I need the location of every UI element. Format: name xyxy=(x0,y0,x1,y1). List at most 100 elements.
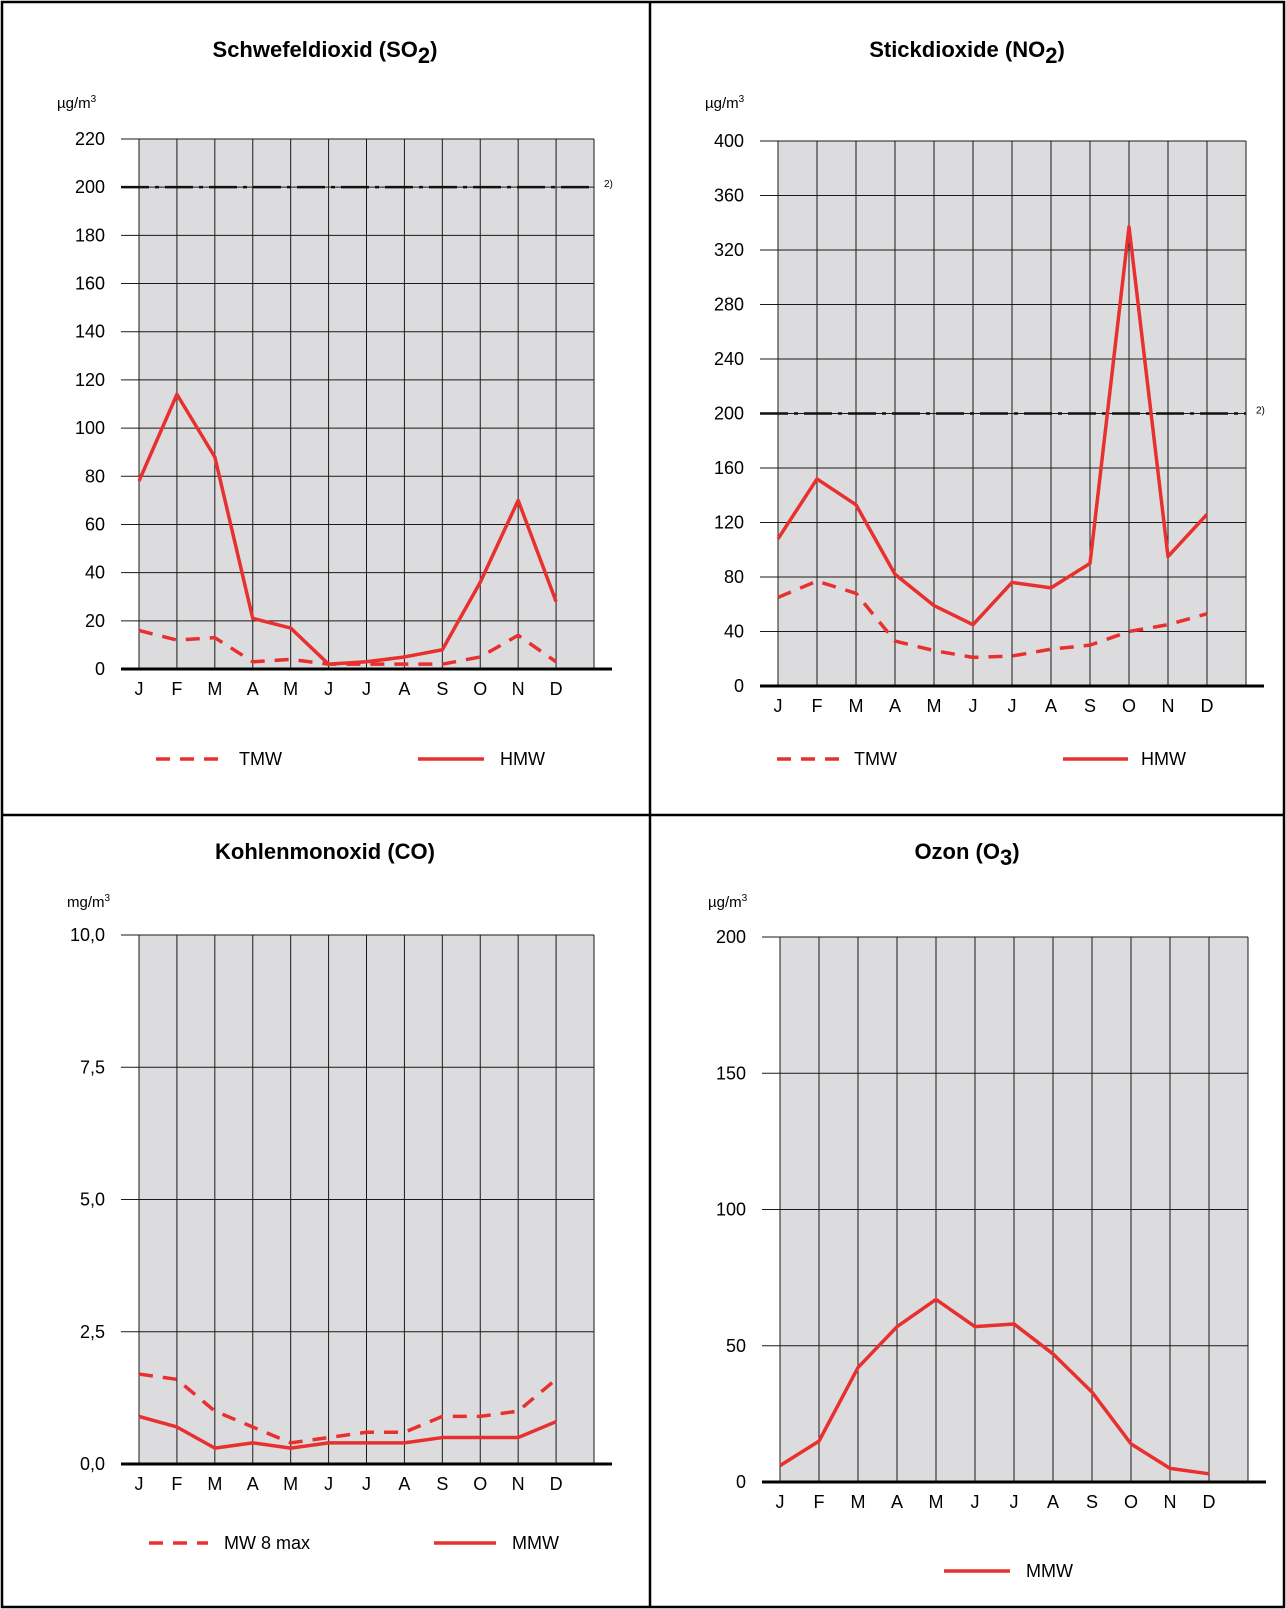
y-tick-label: 0 xyxy=(736,1472,746,1492)
y-tick-label: 140 xyxy=(75,322,105,342)
x-tick-label: A xyxy=(247,679,259,699)
chart-title-close: ) xyxy=(1057,37,1064,62)
chart-co: Kohlenmonoxid (CO) mg/m3 0,0 2,5 5,0 7,5 10,0 J… xyxy=(67,839,612,1553)
x-tick-label: J xyxy=(135,679,144,699)
x-tick-label: M xyxy=(207,1474,222,1494)
x-tick-label: J xyxy=(135,1474,144,1494)
y-axis-unit-superscript: 3 xyxy=(742,893,748,904)
y-tick-label: 7,5 xyxy=(80,1057,105,1077)
y-axis-unit-superscript: 3 xyxy=(91,94,97,105)
y-tick-label: 200 xyxy=(75,177,105,197)
chart-title-subscript: 3 xyxy=(1000,845,1012,870)
x-tick-label: A xyxy=(398,679,410,699)
limit-line-note: 2) xyxy=(1256,406,1265,417)
y-tick-label: 220 xyxy=(75,129,105,149)
x-tick-label: F xyxy=(171,1474,182,1494)
x-tick-label: D xyxy=(550,679,563,699)
y-axis-unit-superscript: 3 xyxy=(105,893,111,904)
x-tick-label: A xyxy=(1047,1492,1059,1512)
y-tick-label: 0 xyxy=(95,659,105,679)
x-tick-label: M xyxy=(283,679,298,699)
y-axis-unit: µg/m3 xyxy=(705,94,745,112)
y-tick-label: 200 xyxy=(714,404,744,424)
x-tick-label: M xyxy=(283,1474,298,1494)
y-tick-label: 180 xyxy=(75,225,105,245)
chart-no2: Stickdioxide (NO2)µg/m304080120160200240… xyxy=(705,37,1265,769)
y-tick-label: 120 xyxy=(714,513,744,533)
limit-line-note: 2) xyxy=(604,179,613,190)
chart-title-close: ) xyxy=(430,37,437,62)
y-tick-label: 0 xyxy=(734,676,744,696)
y-tick-label: 360 xyxy=(714,186,744,206)
series-line-tmw xyxy=(777,579,1208,660)
y-tick-label: 200 xyxy=(716,927,746,947)
y-tick-label: 40 xyxy=(724,622,744,642)
y-tick-label: 100 xyxy=(716,1200,746,1220)
x-tick-label: M xyxy=(851,1492,866,1512)
y-tick-label: 160 xyxy=(714,458,744,478)
x-tick-label: O xyxy=(1122,696,1136,716)
x-tick-label: M xyxy=(207,679,222,699)
y-tick-label: 20 xyxy=(85,611,105,631)
legend-label: MW 8 max xyxy=(224,1533,310,1553)
x-tick-label: F xyxy=(814,1492,825,1512)
x-tick-label: J xyxy=(324,679,333,699)
x-tick-label: N xyxy=(1162,696,1175,716)
x-tick-label: J xyxy=(324,1474,333,1494)
chart-title-subscript: 2 xyxy=(1045,43,1057,68)
y-axis-unit-base: µg/m xyxy=(708,894,742,911)
y-tick-label: 240 xyxy=(714,349,744,369)
series-line-mw-8-max xyxy=(138,1372,558,1445)
y-axis-unit-base: mg/m xyxy=(67,894,105,911)
x-tick-label: D xyxy=(1201,696,1214,716)
x-tick-label: F xyxy=(171,679,182,699)
x-tick-label: J xyxy=(776,1492,785,1512)
legend-label: MMW xyxy=(512,1533,559,1553)
x-tick-label: J xyxy=(969,696,978,716)
y-tick-label: 100 xyxy=(75,418,105,438)
chart-title-main: Schwefeldioxid (SO xyxy=(213,37,418,62)
x-tick-label: S xyxy=(1086,1492,1098,1512)
x-tick-label: J xyxy=(774,696,783,716)
y-axis-unit-base: µg/m xyxy=(705,95,739,112)
x-tick-label: S xyxy=(436,679,448,699)
chart-title-main: Kohlenmonoxid (CO) xyxy=(215,839,435,864)
y-axis-unit-base: µg/m xyxy=(57,95,91,112)
chart-title: Stickdioxide (NO2) xyxy=(869,37,1065,68)
chart-title-main: Ozon (O xyxy=(914,839,1000,864)
x-tick-label: M xyxy=(927,696,942,716)
chart-title: Ozon (O3) xyxy=(914,839,1019,870)
x-tick-label: O xyxy=(473,1474,487,1494)
legend-label: MMW xyxy=(1026,1561,1073,1581)
x-tick-label: O xyxy=(1124,1492,1138,1512)
series-line-mmw xyxy=(138,1414,557,1450)
series-line-mmw xyxy=(779,1297,1210,1476)
y-axis-unit: mg/m3 xyxy=(67,893,111,911)
y-axis-unit: µg/m3 xyxy=(57,94,97,112)
x-tick-label: J xyxy=(971,1492,980,1512)
y-tick-label: 40 xyxy=(85,563,105,583)
x-tick-label: M xyxy=(929,1492,944,1512)
x-tick-label: J xyxy=(1010,1492,1019,1512)
x-tick-label: J xyxy=(362,1474,371,1494)
x-tick-label: S xyxy=(436,1474,448,1494)
x-tick-label: J xyxy=(1008,696,1017,716)
y-tick-label: 80 xyxy=(85,466,105,486)
series-line-hmw xyxy=(137,392,558,666)
legend-label: TMW xyxy=(854,749,897,769)
x-tick-label: M xyxy=(849,696,864,716)
y-tick-label: 120 xyxy=(75,370,105,390)
x-tick-label: O xyxy=(473,679,487,699)
y-axis-unit-superscript: 3 xyxy=(739,94,745,105)
chart-title: Schwefeldioxid (SO2) xyxy=(213,37,438,68)
y-tick-label: 50 xyxy=(726,1336,746,1356)
y-tick-label: 2,5 xyxy=(80,1322,105,1342)
y-tick-label: 0,0 xyxy=(80,1454,105,1474)
x-tick-label: A xyxy=(247,1474,259,1494)
legend-label: HMW xyxy=(1141,749,1186,769)
y-axis-unit: µg/m3 xyxy=(708,893,748,911)
y-tick-label: 150 xyxy=(716,1063,746,1083)
